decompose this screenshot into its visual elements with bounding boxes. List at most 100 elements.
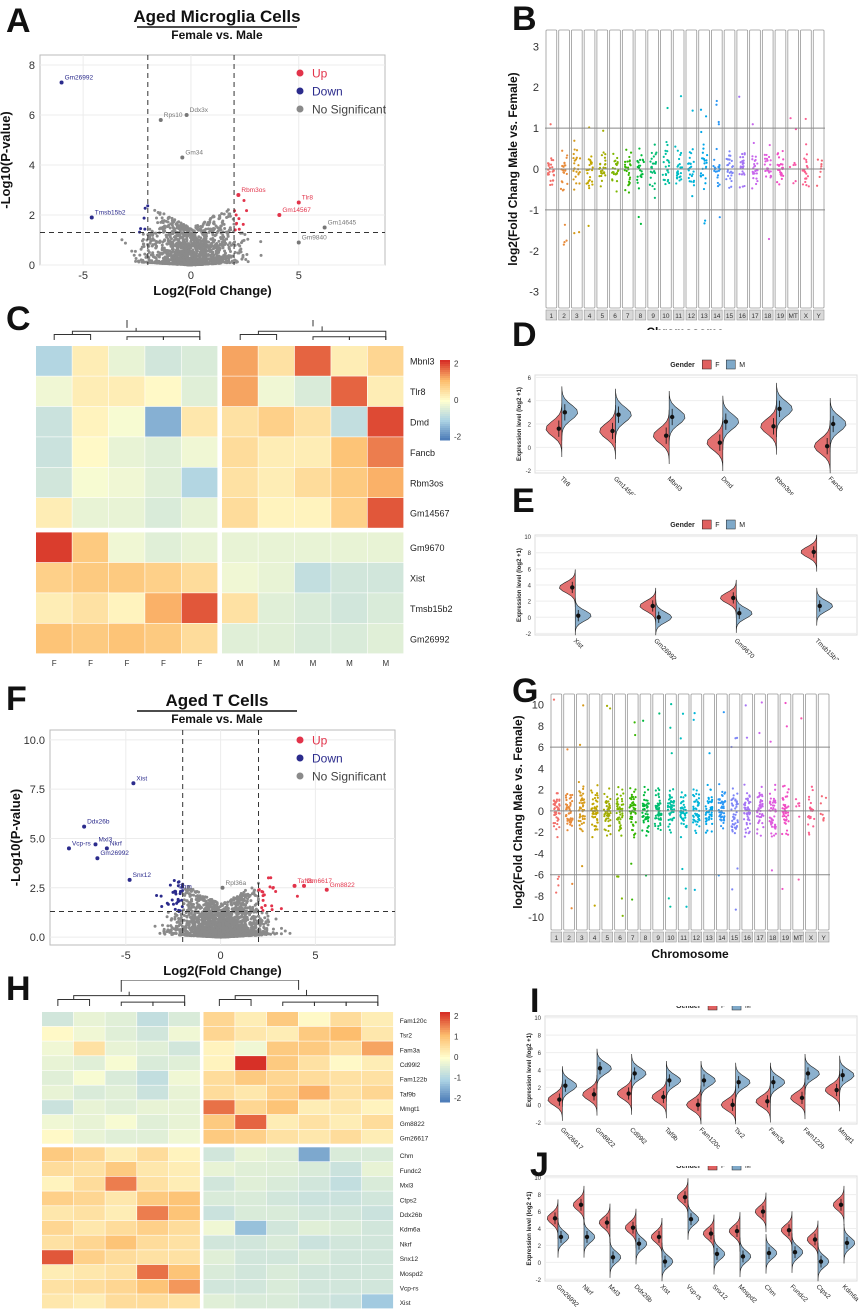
mean-point — [824, 443, 830, 449]
data-point — [602, 166, 605, 169]
chromosome-label: 6 — [618, 935, 622, 942]
data-point — [155, 240, 159, 244]
data-point — [599, 185, 602, 188]
data-point — [677, 164, 680, 167]
dendrogram-branch — [162, 336, 201, 340]
data-point — [239, 919, 243, 923]
data-point — [672, 788, 675, 791]
data-point — [160, 216, 164, 220]
data-point — [161, 228, 165, 232]
data-point — [631, 828, 634, 832]
data-point — [168, 226, 172, 230]
data-point — [199, 933, 203, 937]
data-point — [175, 258, 179, 262]
heatmap-cell — [145, 437, 181, 467]
colorbar-segment — [440, 362, 450, 365]
data-point — [675, 182, 678, 185]
data-point — [746, 826, 750, 830]
data-point — [612, 152, 615, 156]
data-point — [596, 821, 599, 824]
data-point — [578, 790, 581, 793]
chromosome-strip — [703, 931, 715, 943]
data-point — [682, 819, 685, 822]
data-point — [738, 173, 741, 176]
data-point — [704, 219, 707, 222]
data-point — [632, 803, 635, 807]
data-point — [245, 929, 249, 933]
data-point — [666, 805, 670, 809]
data-point — [592, 811, 595, 814]
point-label: Gm26992 — [65, 75, 94, 82]
data-point — [755, 182, 758, 186]
data-point — [719, 818, 722, 821]
data-point — [161, 225, 165, 229]
data-point — [657, 804, 660, 807]
chromosome-strip — [728, 931, 741, 943]
data-point — [557, 884, 560, 887]
chromosome-label: 2 — [562, 313, 566, 320]
data-point — [659, 817, 662, 820]
data-point — [664, 182, 667, 186]
data-point — [632, 797, 635, 801]
data-point — [244, 257, 248, 261]
heatmap-cell — [294, 623, 331, 654]
data-point — [178, 225, 182, 229]
legend-label: Down — [312, 752, 343, 766]
data-point — [548, 170, 551, 173]
data-point — [151, 253, 155, 257]
data-point — [688, 180, 691, 183]
data-point — [658, 799, 661, 802]
data-point — [733, 817, 736, 820]
data-point — [235, 221, 239, 225]
data-point — [765, 153, 768, 157]
data-point — [577, 819, 580, 822]
heatmap-cell — [145, 346, 181, 376]
data-point — [569, 793, 572, 797]
y-tick-label: 6 — [528, 567, 532, 573]
data-point — [789, 117, 792, 120]
violin-half — [829, 398, 847, 453]
data-point — [176, 897, 180, 901]
data-point — [201, 223, 205, 227]
data-point — [620, 797, 624, 801]
data-point — [551, 179, 555, 182]
chromosome-strip — [558, 309, 570, 321]
colorbar-segment — [440, 360, 450, 363]
heatmap-cell — [222, 532, 258, 563]
data-point — [705, 822, 708, 826]
dendrogram-root — [126, 320, 314, 328]
x-axis-label: Log2(Fold Change) — [163, 963, 281, 978]
data-point — [582, 801, 585, 804]
data-point — [624, 165, 627, 168]
data-point — [630, 816, 634, 819]
data-point — [214, 930, 218, 934]
data-point — [608, 787, 611, 790]
chromosome-strip — [774, 309, 787, 321]
highlighted-point — [302, 883, 307, 888]
data-point — [692, 805, 695, 808]
colorbar-segment — [440, 394, 450, 397]
data-point — [717, 120, 720, 124]
chromosome-strip — [677, 931, 690, 943]
colorbar-segment — [440, 418, 450, 421]
data-point — [803, 157, 806, 160]
data-point — [721, 790, 724, 794]
data-point — [805, 184, 808, 187]
data-point — [206, 924, 210, 928]
heatmap-cell — [181, 593, 218, 623]
chromosome-strip — [741, 931, 753, 943]
data-point — [241, 892, 245, 896]
data-point — [181, 225, 185, 229]
data-point — [556, 806, 559, 809]
data-point — [222, 240, 226, 244]
colorbar-segment — [440, 374, 450, 377]
data-point — [231, 898, 235, 902]
data-point — [187, 904, 191, 908]
data-point — [596, 794, 599, 797]
data-point — [147, 250, 151, 254]
data-point — [629, 812, 632, 815]
x-tick-label: 0 — [188, 270, 194, 282]
data-point — [640, 173, 643, 176]
data-point — [270, 908, 274, 912]
data-point — [168, 883, 172, 887]
